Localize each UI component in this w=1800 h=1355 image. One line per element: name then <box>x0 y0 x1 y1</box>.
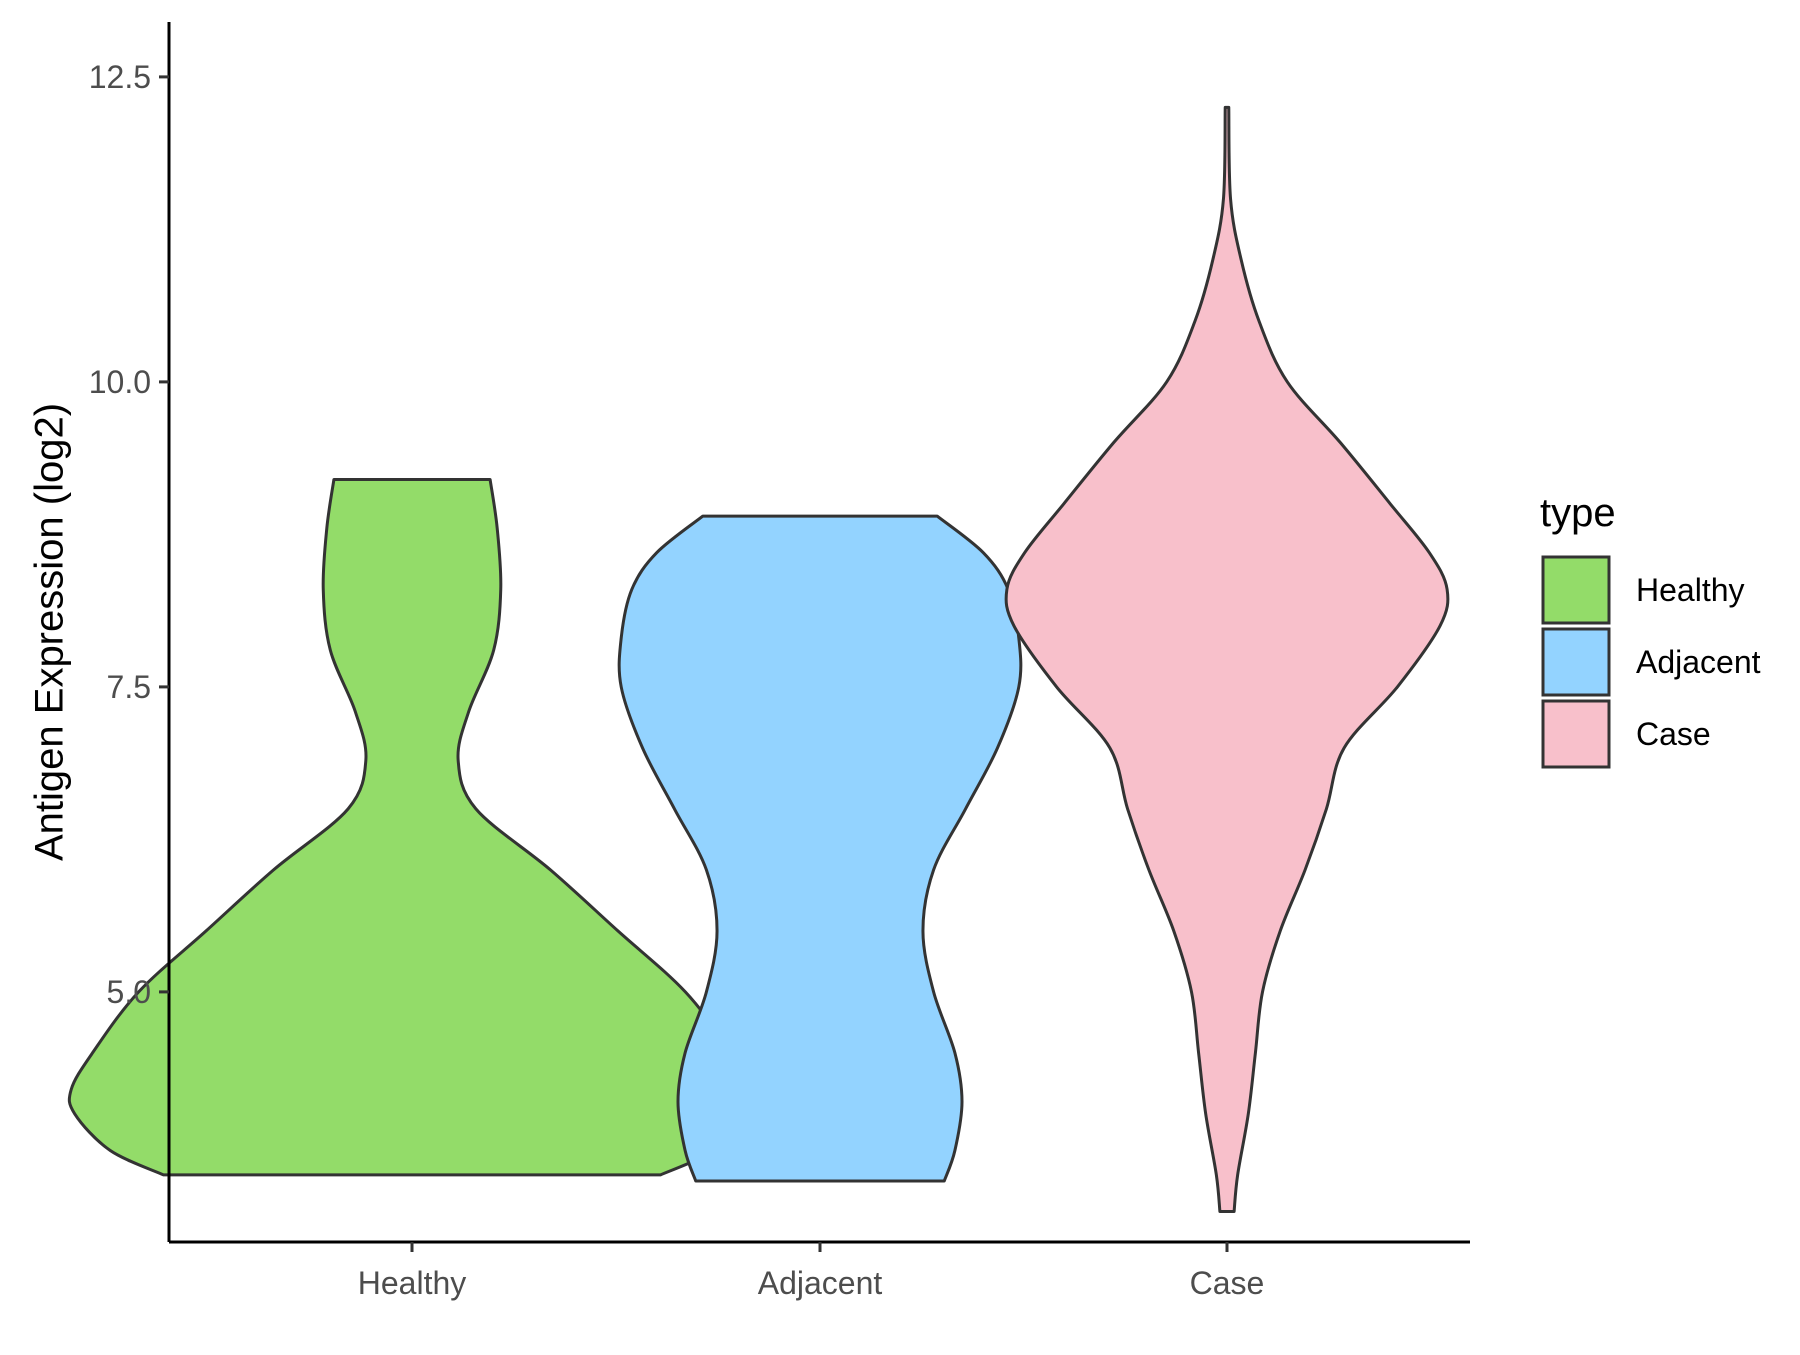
legend-key-case <box>1541 699 1611 769</box>
violin-case <box>1004 105 1450 1213</box>
violin-adjacent <box>617 514 1023 1183</box>
violin-healthy <box>67 478 757 1177</box>
legend-title: type <box>1540 491 1616 535</box>
legend: type Healthy Adjacent Case <box>1540 491 1761 769</box>
legend-label-adjacent: Adjacent <box>1636 644 1761 680</box>
y-tick-label: 12.5 <box>89 59 151 95</box>
y-tick-label: 5.0 <box>107 974 151 1010</box>
legend-key-healthy <box>1541 555 1611 625</box>
legend-label-healthy: Healthy <box>1636 572 1745 608</box>
violin-group <box>67 105 1450 1213</box>
legend-entries: Healthy Adjacent Case <box>1541 555 1761 769</box>
x-tick-label-adjacent: Adjacent <box>758 1265 883 1301</box>
legend-label-case: Case <box>1636 716 1711 752</box>
legend-key-adjacent <box>1541 627 1611 697</box>
y-tick-label: 7.5 <box>107 669 151 705</box>
x-tick-label-case: Case <box>1190 1265 1265 1301</box>
x-tick-label-healthy: Healthy <box>358 1265 467 1301</box>
y-ticks: 5.0 7.5 10.0 12.5 <box>89 59 169 1010</box>
y-axis-title: Antigen Expression (log2) <box>28 403 72 861</box>
x-ticks: Healthy Adjacent Case <box>358 1242 1265 1301</box>
y-tick-label: 10.0 <box>89 364 151 400</box>
